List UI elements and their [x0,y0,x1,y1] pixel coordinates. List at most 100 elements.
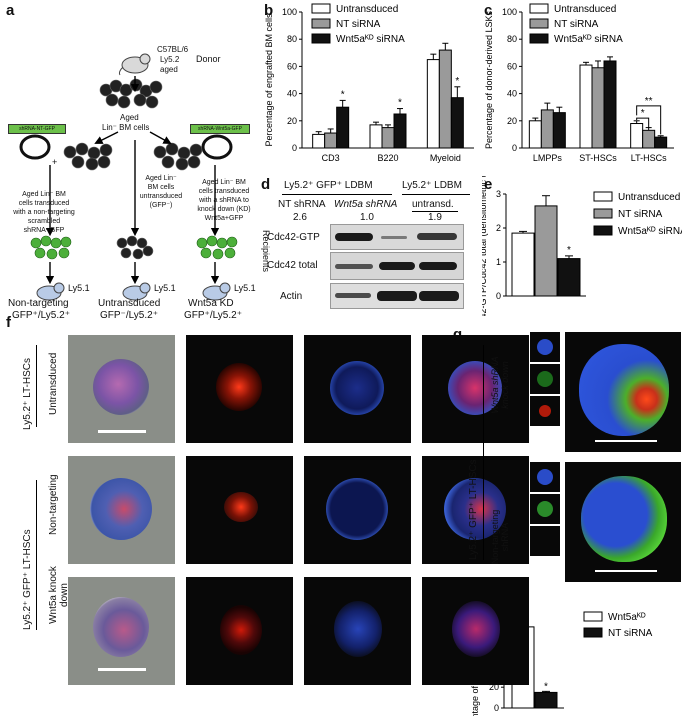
densito-wnt5a: 1.0 [360,212,374,223]
f-group-bottom: Ly5.2⁺ GFP⁺ LT-HSCs [22,529,33,630]
e-ytick-label-0: 0 [496,291,501,301]
chart-e: 0 1 2 3 Cdc42-GTP/Cdc42 total (densitometric… [482,176,682,316]
recipient-ly-mid: Ly5.1 [154,283,176,293]
f-group-top-line [36,345,37,427]
b-ytick-label-3: 60 [287,61,297,71]
blot-header-line-left [282,194,392,195]
b-annotation-1: * [398,98,402,109]
blot-strip-total [330,252,464,280]
c-xtick-label-2: LT-HSCs [631,153,667,163]
e-ytick-label-2: 2 [496,223,501,233]
b-bar-2-2 [450,97,464,149]
g-group-label: Ly5.2⁺ GFP⁺ LT-HSCs [468,459,479,560]
h-ytick-label-1: 20 [489,682,499,692]
panel-label-c: c [484,2,493,19]
c-ytick-label-3: 60 [507,61,517,71]
b-bar-2-1 [438,49,452,149]
c-ylabel: Percentage of donor-derived LSKs [484,10,494,149]
b-bar-1-0 [369,124,383,149]
f-r3-blue [304,577,411,685]
chart-b: 0 20 40 60 80 100 Percentage of engrafted BM c… [264,3,474,163]
recipient-ly-left: Ly5.1 [68,283,90,293]
donor-age: aged [160,65,178,74]
h-legend-swatch-0 [583,611,603,622]
c-bar-0-2 [552,112,566,149]
c-annotation-0: * [641,108,645,119]
donor-ly: Ly5.2 [160,55,180,64]
g-row-nontargeting: Non-targeting shRNA [490,509,510,565]
blot-header-line-right [402,194,470,195]
c-bar-1-0 [579,64,593,149]
c-bar-2-0 [630,123,644,149]
f-r2-phase [68,456,175,564]
e-legend-label-1: NT siRNA [618,209,663,220]
panel-label-b: b [264,2,274,19]
c-annotation-1: ** [645,96,653,107]
f-r2-red [186,456,293,564]
c-legend-swatch-1 [529,18,549,29]
blot-header-left: Ly5.2⁺ GFP⁺ LDBM [284,180,373,191]
c-sig-bracket-1 [636,117,650,128]
h-legend-label-1: NT siRNA [608,628,653,639]
f-r1-red [186,335,293,443]
c-legend-label-2: Wnt5aᴷᴰ siRNA [554,34,623,45]
blot-strip-actin [330,283,464,309]
densito-nt: 2.6 [293,212,307,223]
f-r3-phase [68,577,175,685]
recipient-ly-right: Ly5.1 [234,283,256,293]
f-r3-merge [422,577,529,685]
lane-nt: NT shRNA [278,199,326,210]
b-legend-swatch-1 [311,18,331,29]
c-bar-2-2 [654,136,668,149]
plasmid-right-label: shRNA-Wnt5a-GFP [190,124,250,134]
c-bar-0-1 [540,109,554,149]
row-cdc42-gtp: Cdc42-GTP [267,232,320,243]
b-bar-0-0 [312,133,326,149]
f-row-untransduced: Untransduced [48,352,59,415]
g-r2-red-thumb [530,526,560,556]
c-legend-swatch-2 [529,33,549,44]
plasmid-right-icon [201,134,233,160]
b-legend-label-2: Wnt5aᴷᴰ siRNA [336,34,405,45]
b-legend-swatch-0 [311,3,331,14]
c-xtick-label-0: LMPPs [533,153,563,163]
e-bar-1 [534,205,558,297]
densito-untransd: 1.9 [428,212,442,223]
h-legend-swatch-1 [583,627,603,638]
plasmid-left-label: shRNA-NT-GFP [8,124,66,134]
plasmid-left-icon [19,134,51,160]
c-bar-2-1 [642,129,656,149]
f-r2-merge [422,456,529,564]
g-r1-red-thumb [530,396,560,426]
panel-label-g: g [453,326,462,343]
e-annotation-0: * [567,245,571,256]
c-ytick-label-4: 80 [507,34,517,44]
c-legend-swatch-0 [529,3,549,14]
group-mid-phenotype: GFP⁻/Ly5.2⁺ [100,310,158,321]
f-row-nontargeting: Non-targeting [48,474,59,535]
panel-label-f: f [6,314,11,331]
gfp-cluster-left-icon [30,235,72,260]
e-legend-swatch-2 [593,225,613,236]
g-row-knockdown: Wnt5a shRNA knock down [490,356,510,414]
b-ytick-label-4: 80 [287,34,297,44]
b-xtick-label-1: B220 [377,153,398,163]
f-r1-blue [304,335,411,443]
c-legend-label-1: NT siRNA [554,19,599,30]
b-bar-2-0 [426,59,440,149]
b-ylabel: Percentage of engrafted BM cells [264,13,274,147]
b-xtick-label-0: CD3 [322,153,340,163]
group-right-name: Wnt5a KD [188,298,234,309]
g-r2-blue-thumb [530,462,560,492]
b-ytick-label-1: 20 [287,116,297,126]
f-group-bottom-line [36,480,37,630]
f-group-top: Ly5.2⁺ LT-HSCs [22,358,33,430]
c-legend-label-0: Untransduced [554,4,616,15]
aged-label-1: Aged [120,113,139,122]
f-r1-merge [422,335,529,443]
g-r2-green-thumb [530,494,560,524]
h-ytick-label-0: 0 [494,703,499,713]
group-left-name: Non-targeting [8,298,69,309]
lane-wnt5a: Wnt5a shRNA [334,199,398,210]
row-cdc42-total: Cdc42 total [267,260,318,271]
